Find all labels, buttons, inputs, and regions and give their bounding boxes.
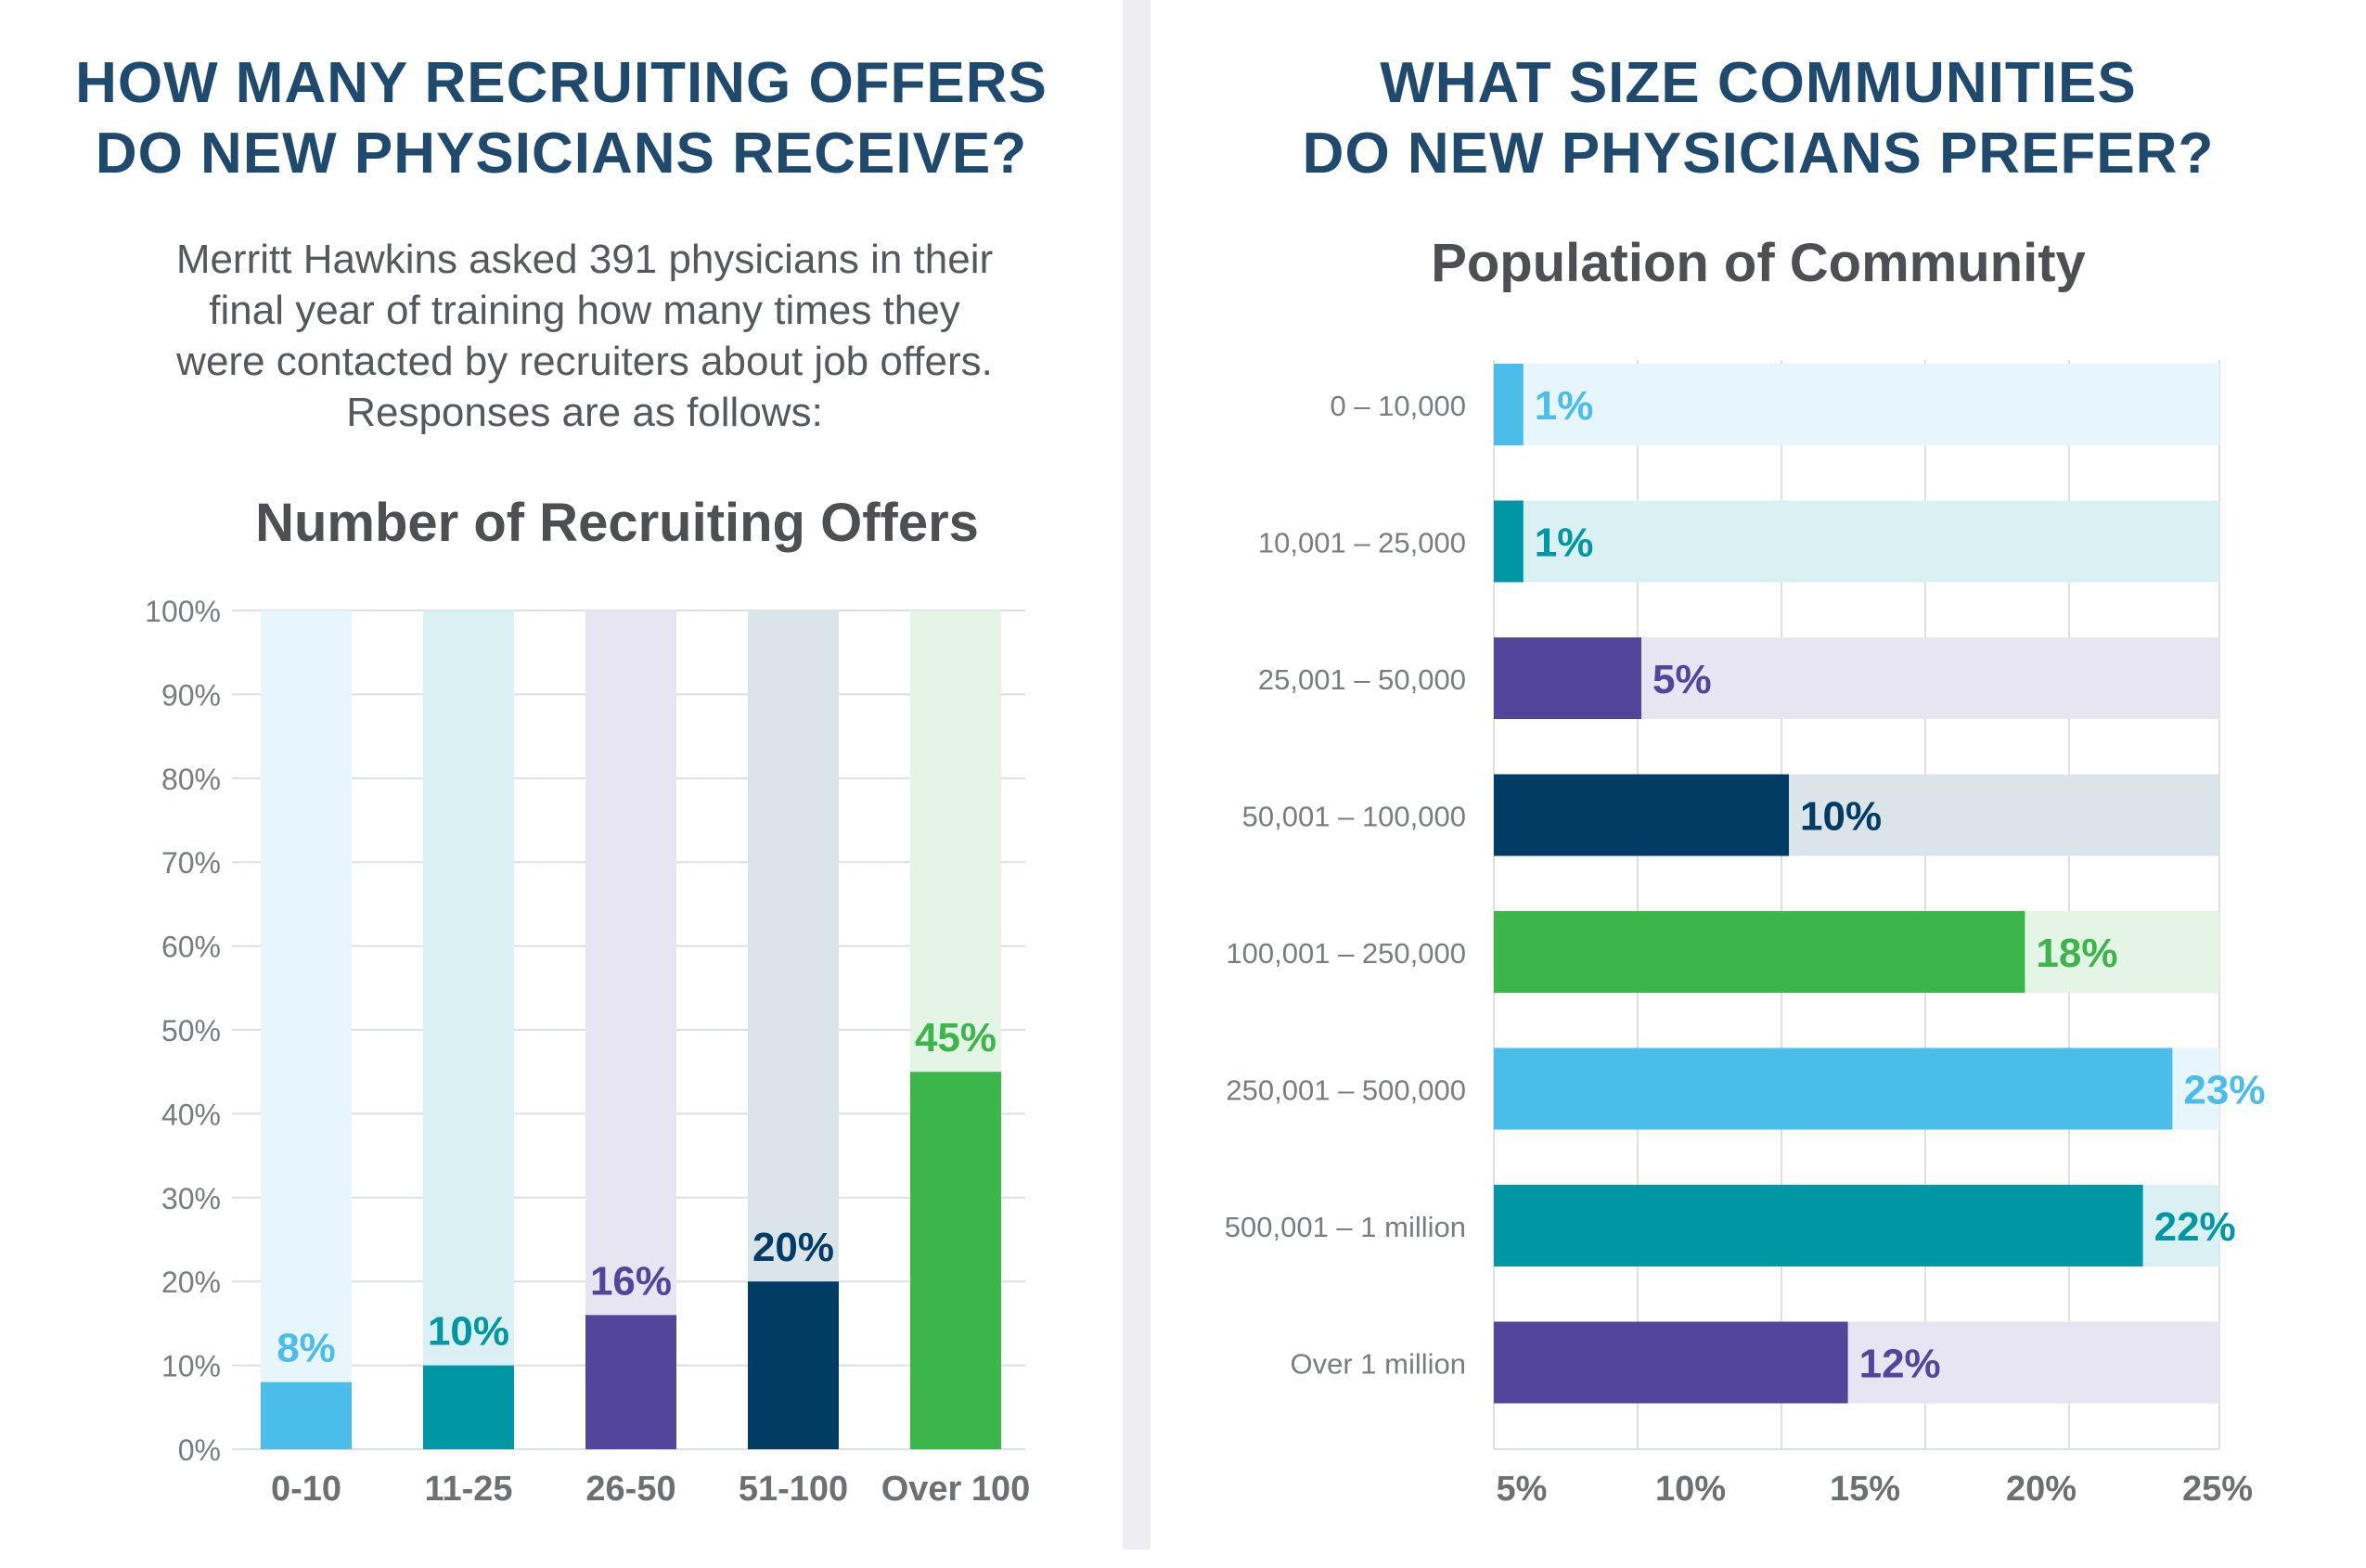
right-panel: WHAT SIZE COMMUNITIES DO NEW PHYSICIANS … (1151, 0, 2366, 1568)
bar-value-label: 20% (752, 1225, 834, 1270)
y-tick-label: 10% (161, 1350, 221, 1383)
y-tick-label: 60% (161, 931, 221, 964)
bar-value-label: 1% (1535, 383, 1594, 429)
bar (1494, 364, 1524, 445)
bar-track (1494, 500, 2219, 583)
bar-value-label: 10% (1800, 794, 1882, 840)
left-headline-line-1: HOW MANY RECRUITING OFFERS (75, 51, 1048, 115)
bar-track (585, 610, 676, 1449)
intro-line-4: Responses are as follows: (346, 390, 823, 435)
intro-line-2: final year of training how many times th… (209, 288, 960, 333)
bar-value-label: 23% (2183, 1068, 2265, 1113)
bar-value-label: 18% (2036, 931, 2117, 976)
y-tick-label: 100% (145, 595, 221, 628)
panel-divider (1123, 0, 1151, 1549)
bar (585, 1315, 676, 1449)
x-tick-label: 25% (2182, 1470, 2253, 1509)
x-tick-label: 15% (1830, 1470, 1900, 1509)
community-size-chart: 1% 0 – 10,000 1% 10,001 – 25,000 5% 25,001 – … (1225, 360, 2265, 1509)
y-tick-label: 30% (161, 1182, 221, 1215)
y-tick-label: 80% (161, 763, 221, 796)
x-category-label: 26-50 (585, 1470, 675, 1509)
intro-paragraph: Merritt Hawkins asked 391 physicians in … (139, 234, 1030, 438)
bar (261, 1382, 352, 1449)
bar-value-label: 10% (428, 1309, 509, 1355)
y-category-label: 10,001 – 25,000 (1258, 527, 1466, 559)
bar-track (423, 610, 514, 1449)
y-category-label: Over 1 million (1291, 1348, 1467, 1381)
x-tick-label: 20% (2006, 1470, 2077, 1509)
y-tick-label: 20% (161, 1266, 221, 1299)
y-category-label: 100,001 – 250,000 (1226, 937, 1466, 970)
y-tick-label: 40% (161, 1098, 221, 1131)
bar-value-label: 5% (1652, 657, 1712, 702)
bar (1494, 500, 1524, 583)
intro-line-1: Merritt Hawkins asked 391 physicians in … (175, 237, 994, 282)
intro-line-3: were contacted by recruiters about job o… (176, 339, 993, 384)
bar (1494, 1185, 2143, 1266)
x-category-label: 0-10 (271, 1470, 341, 1509)
bar (910, 1072, 1001, 1449)
bar-value-label: 8% (276, 1326, 336, 1371)
y-tick-label: 50% (161, 1014, 221, 1047)
bar (1494, 774, 1789, 856)
left-chart-title: Number of Recruiting Offers (255, 493, 979, 553)
bar-track (1494, 364, 2219, 445)
bar-value-label: 22% (2154, 1204, 2236, 1250)
right-chart-title: Population of Community (1431, 233, 2086, 293)
y-category-label: 25,001 – 50,000 (1258, 663, 1466, 696)
bar (1494, 1047, 2173, 1130)
bar-value-label: 12% (1859, 1342, 1941, 1387)
bar (748, 1281, 839, 1449)
y-tick-label: 90% (161, 678, 221, 712)
y-tick-label: 0% (178, 1433, 221, 1467)
right-headline-line-2: DO NEW PHYSICIANS PREFER? (1302, 122, 2215, 186)
left-headline: HOW MANY RECRUITING OFFERS DO NEW PHYSIC… (0, 48, 1123, 189)
bar (423, 1365, 514, 1449)
x-category-label: Over 100 (881, 1470, 1031, 1509)
y-category-label: 500,001 – 1 million (1225, 1211, 1466, 1243)
x-tick-label: 10% (1655, 1470, 1726, 1509)
left-panel: HOW MANY RECRUITING OFFERS DO NEW PHYSIC… (0, 0, 1123, 1568)
x-category-label: 11-25 (424, 1470, 512, 1509)
y-category-label: 0 – 10,000 (1330, 390, 1466, 422)
y-category-label: 50,001 – 100,000 (1242, 801, 1466, 833)
x-category-label: 51-100 (739, 1470, 848, 1509)
bar-value-label: 45% (915, 1015, 997, 1060)
x-tick-label: 5% (1497, 1470, 1548, 1509)
bar (1494, 911, 2025, 993)
right-headline: WHAT SIZE COMMUNITIES DO NEW PHYSICIANS … (1151, 48, 2366, 189)
y-tick-label: 70% (161, 846, 221, 880)
bar-value-label: 16% (590, 1258, 672, 1304)
bar (1494, 1321, 1848, 1404)
bar (1494, 637, 1641, 719)
right-headline-line-1: WHAT SIZE COMMUNITIES (1380, 51, 2137, 115)
recruiting-offers-chart: 0% 10% 20% 30% 40% 50% 60% 70% 80% 90% 100% 8% 0-10 1… (145, 595, 1031, 1509)
bar-track (261, 610, 352, 1449)
left-headline-line-2: DO NEW PHYSICIANS RECEIVE? (95, 122, 1028, 186)
bar-value-label: 1% (1535, 521, 1594, 566)
y-category-label: 250,001 – 500,000 (1226, 1074, 1466, 1107)
